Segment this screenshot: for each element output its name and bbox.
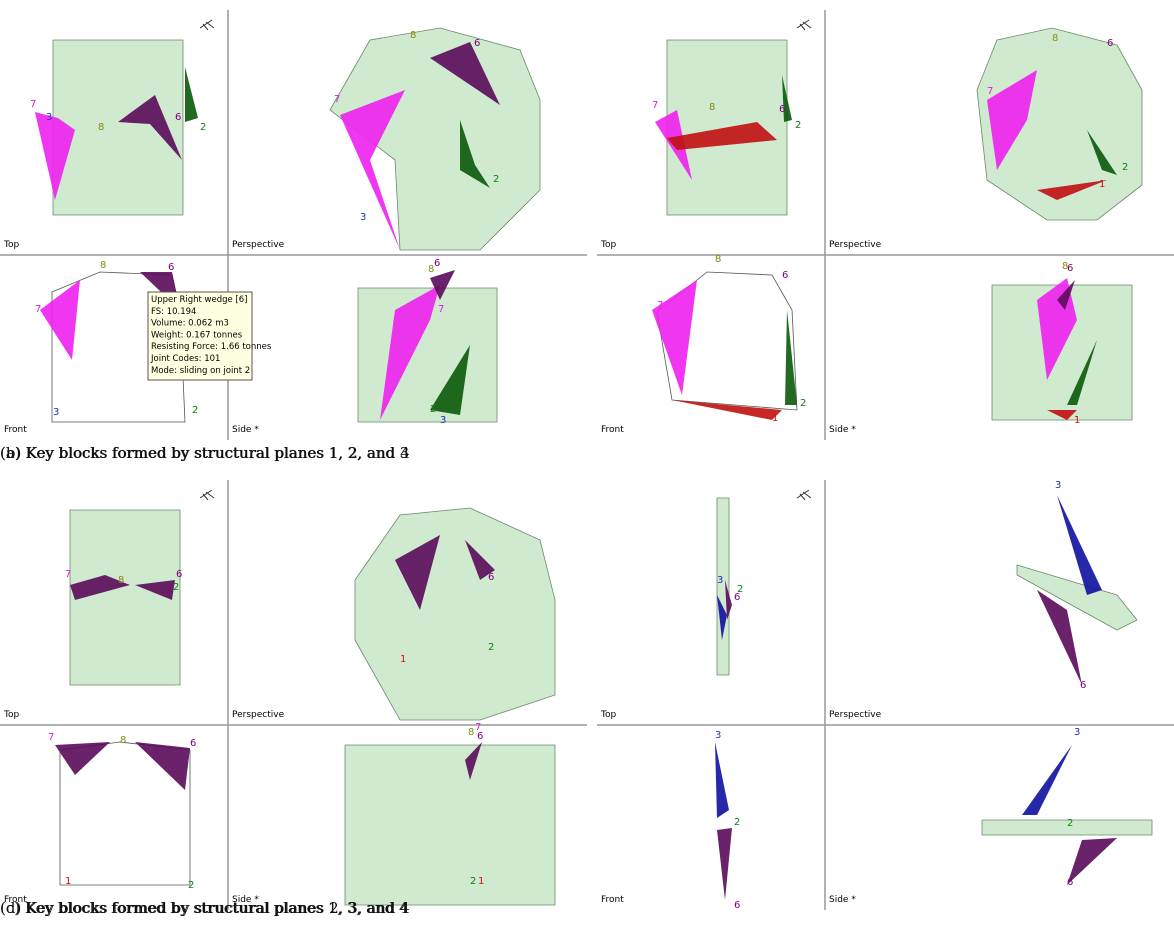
joint-label: 6 <box>779 104 785 115</box>
joint-label: 3 <box>440 415 446 426</box>
tooltip-line: FS: 10.194 <box>151 307 196 317</box>
joint-label: 3 <box>1074 727 1080 738</box>
joint-label: 2 <box>200 122 206 133</box>
joint-label: 2 <box>192 405 198 416</box>
joint-label: 7 <box>65 569 71 580</box>
view-name: Perspective <box>829 240 882 250</box>
joint-label: 6 <box>474 38 480 49</box>
joint-label: 1 <box>1099 179 1105 190</box>
joint-label: 2 <box>173 582 179 593</box>
joint-label: 6 <box>175 112 181 123</box>
joint-label: 8 <box>715 254 721 265</box>
joint-label: 6 <box>782 270 788 281</box>
view-name: Top <box>600 240 616 250</box>
view-name: Top <box>600 710 616 720</box>
joint-label: 8 <box>468 727 474 738</box>
joint-label: 2 <box>430 404 436 415</box>
joint-label: 3 <box>1055 480 1061 491</box>
tunnel-surface <box>355 508 555 720</box>
joint-label: 6 <box>488 572 494 583</box>
joint-label: 2 <box>734 817 740 828</box>
caption: (b) Key blocks formed by structural plan… <box>0 444 410 462</box>
tooltip-line: Resisting Force: 1.66 tonnes <box>151 342 272 352</box>
tooltip-line: Weight: 0.167 tonnes <box>151 330 243 340</box>
joint-label: 7 <box>48 732 54 743</box>
joint-label: 6 <box>734 900 740 911</box>
tooltip-line: Upper Right wedge [6] <box>151 295 247 305</box>
joint-label: 6 <box>168 262 174 273</box>
view-name: Front <box>601 425 624 435</box>
view-name: Side * <box>829 425 856 435</box>
tooltip-line: Joint Codes: 101 <box>150 354 220 364</box>
joint-label: 8 <box>120 735 126 746</box>
joint-label: 6 <box>434 258 440 269</box>
joint-label: 3 <box>715 730 721 741</box>
tunnel-surface <box>717 498 729 675</box>
joint-label: 2 <box>1067 818 1073 829</box>
joint-label: 6 <box>734 592 740 603</box>
joint-label: 3 <box>53 407 59 418</box>
view-name: Side * <box>829 895 856 905</box>
joint-label: 8 <box>98 122 104 133</box>
joint-label: 6 <box>1080 680 1086 691</box>
view-name: Front <box>601 895 624 905</box>
joint-label: 1 <box>1074 415 1080 426</box>
joint-label: 1 <box>65 876 71 887</box>
view-name: Side * <box>232 425 259 435</box>
joint-label: 7 <box>657 300 663 311</box>
joint-label: 8 <box>118 575 124 586</box>
joint-label: 2 <box>795 120 801 131</box>
joint-label: 6 <box>477 731 483 742</box>
joint-label: 2 <box>800 398 806 409</box>
joint-label: 2 <box>1122 162 1128 173</box>
joint-label: 2 <box>493 174 499 185</box>
view-name: Perspective <box>829 710 882 720</box>
joint-label: 8 <box>410 30 416 41</box>
joint-label: 3 <box>360 212 366 223</box>
joint-label: 7 <box>334 94 340 105</box>
joint-label: 7 <box>35 304 41 315</box>
joint-label: 7 <box>987 86 993 97</box>
tooltip-line: Mode: sliding on joint 2 <box>151 366 250 376</box>
joint-label: 3 <box>717 575 723 586</box>
joint-label: 8 <box>1052 33 1058 44</box>
joint-label: 2 <box>188 880 194 891</box>
joint-label: 7 <box>438 304 444 315</box>
joint-label: 6 <box>176 569 182 580</box>
joint-label: 1 <box>772 413 778 424</box>
tooltip-line: Volume: 0.062 m3 <box>151 319 229 329</box>
view-name: Front <box>4 425 27 435</box>
joint-label: 2 <box>488 642 494 653</box>
joint-label: 1 <box>478 876 484 887</box>
view-name: Perspective <box>232 240 285 250</box>
joint-label: 2 <box>470 876 476 887</box>
joint-label: 6 <box>1107 38 1113 49</box>
joint-label: 8 <box>100 260 106 271</box>
joint-label: 8 <box>709 102 715 113</box>
joint-label: 3 <box>46 112 52 123</box>
tunnel-surface <box>345 745 555 905</box>
caption: (d) Key blocks formed by structural plan… <box>0 899 410 917</box>
view-name: Perspective <box>232 710 285 720</box>
view-name: Top <box>3 710 19 720</box>
joint-label: 1 <box>400 654 406 665</box>
joint-label: 6 <box>190 738 196 749</box>
joint-label: 7 <box>30 99 36 110</box>
view-name: Top <box>3 240 19 250</box>
figure: Top73862Perspective78623Front86732Side *… <box>0 0 1174 933</box>
joint-label: 7 <box>652 100 658 111</box>
tunnel-surface <box>70 510 180 685</box>
joint-label: 6 <box>1067 263 1073 274</box>
joint-label: 6 <box>1067 877 1073 888</box>
